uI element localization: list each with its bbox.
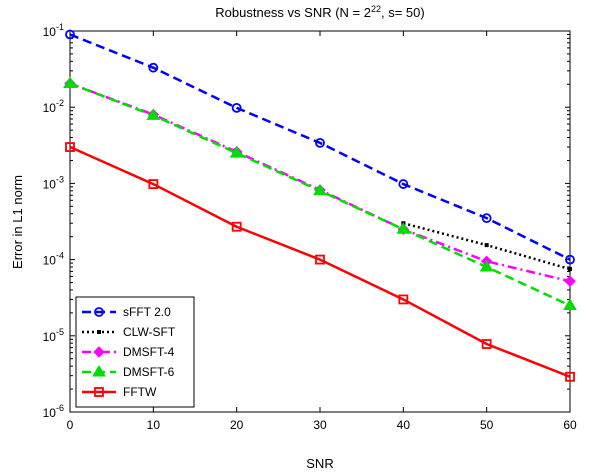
legend-label: DMSFT-6: [123, 365, 175, 379]
data-point-dmsft-6: [229, 146, 244, 158]
y-axis-title: Error in L1 norm: [10, 175, 25, 269]
legend-label: sFFT 2.0: [123, 305, 171, 319]
data-point-clw-sft: [484, 243, 489, 248]
legend: sFFT 2.0 CLW-SFT DMSFT-4 DMSFT-6 FFTW: [75, 296, 195, 408]
x-tick-label: 60: [563, 418, 577, 432]
legend-marker-swatch: [97, 330, 101, 334]
series-line-fftw: [69, 145, 571, 378]
legend-marker-swatch: [94, 307, 104, 317]
data-point-fftw: [481, 339, 492, 349]
data-point-fftw: [231, 221, 242, 232]
data-point-sfft-2-0: [315, 138, 325, 148]
legend-label: CLW-SFT: [123, 325, 176, 339]
series-fftw: [65, 142, 575, 382]
data-point-sfft-2-0: [65, 29, 75, 40]
x-tick-label: 0: [67, 418, 74, 432]
data-point-sfft-2-0: [398, 179, 409, 189]
data-point-fftw: [315, 254, 325, 265]
data-point-dmsft-6: [313, 183, 327, 196]
y-tick-label: 10-1: [43, 22, 64, 39]
x-tick-label: 40: [397, 418, 411, 432]
legend-item-sfft-2-0: sFFT 2.0: [82, 305, 171, 319]
data-point-dmsft-6: [146, 108, 161, 120]
x-tick-label: 10: [147, 418, 161, 432]
y-tick-label: 10-6: [43, 403, 64, 420]
x-tick-label: 50: [480, 418, 494, 432]
series-layer: [63, 29, 577, 382]
chart-title: Robustness vs SNR (N = 222, s= 50): [215, 4, 424, 20]
data-point-clw-sft: [568, 267, 572, 272]
data-point-dmsft-4: [564, 275, 576, 287]
data-point-dmsft-6: [563, 298, 577, 310]
data-point-fftw: [148, 179, 159, 189]
legend-item-dmsft-6: DMSFT-6: [82, 365, 175, 379]
data-point-fftw: [398, 294, 409, 305]
series-line-sfft-2-0: [69, 33, 571, 261]
y-tick-label: 10-2: [43, 98, 64, 115]
data-point-sfft-2-0: [148, 62, 159, 73]
legend-label: DMSFT-4: [123, 345, 175, 359]
legend-marker-swatch: [92, 365, 106, 377]
legend-item-dmsft-4: DMSFT-4: [82, 345, 175, 359]
x-tick-label: 20: [230, 418, 244, 432]
data-point-fftw: [565, 371, 575, 382]
y-tick-label: 10-5: [43, 327, 64, 344]
legend-label: FFTW: [123, 385, 157, 399]
legend-item-clw-sft: CLW-SFT: [82, 325, 176, 339]
x-axis-title: SNR: [306, 456, 333, 471]
data-point-sfft-2-0: [565, 254, 575, 265]
axis-ticks: 0 10 20 30 40 50 60 10-1 10-2 10-3 10-4 10-5 10-6: [43, 22, 577, 432]
data-point-dmsft-6: [396, 222, 411, 234]
y-tick-label: 10-3: [43, 174, 64, 191]
data-point-dmsft-6: [479, 260, 494, 272]
data-point-sfft-2-0: [231, 102, 242, 113]
data-point-fftw: [65, 142, 75, 152]
legend-marker-swatch: [93, 346, 105, 358]
x-tick-label: 30: [313, 418, 327, 432]
y-tick-label: 10-4: [43, 251, 64, 268]
legend-item-fftw: FFTW: [82, 385, 157, 399]
series-dmsft-6: [63, 76, 577, 310]
legend-marker-swatch: [94, 387, 104, 397]
data-point-sfft-2-0: [481, 213, 492, 224]
series-sfft-2-0: [65, 29, 575, 265]
data-point-dmsft-6: [63, 76, 77, 88]
